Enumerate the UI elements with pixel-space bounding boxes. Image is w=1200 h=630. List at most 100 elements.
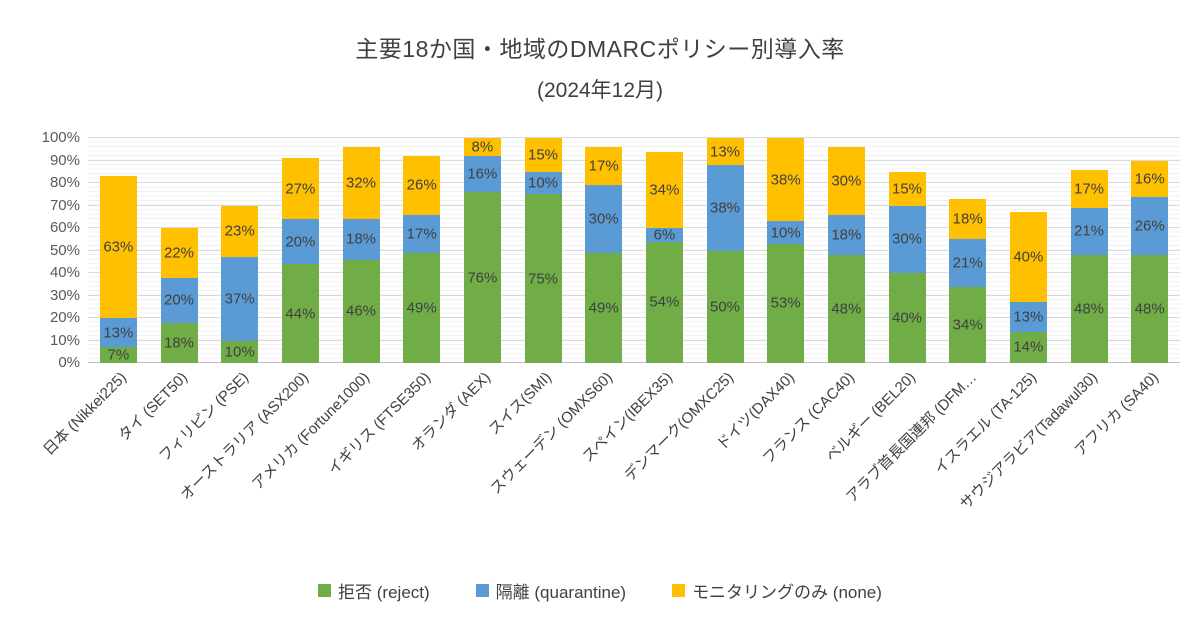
bar-segment-quarantine — [1009, 302, 1047, 332]
gridline-20 — [88, 317, 1180, 318]
bar-segment-reject — [99, 347, 137, 363]
bar-segment-none — [767, 138, 805, 222]
bar-value-label-none: 38% — [770, 171, 801, 189]
bar-value-label-quarantine: 6% — [653, 226, 676, 244]
gridline-30 — [88, 294, 1180, 296]
bar-value-label-none: 22% — [163, 244, 195, 262]
bar-segment-reject — [1070, 255, 1108, 363]
bar-segment-reject — [767, 243, 805, 363]
gridline-80 — [88, 182, 1180, 183]
bar-value-label-quarantine: 21% — [1073, 222, 1105, 240]
bar-segment-none — [888, 171, 926, 206]
bar-value-label-quarantine: 37% — [224, 290, 255, 308]
bar-segment-quarantine — [403, 214, 441, 253]
bar-segment-quarantine — [827, 214, 865, 255]
bar-value-label-reject: 40% — [891, 309, 923, 327]
bar-segment-none — [463, 138, 501, 156]
bar-value-label-quarantine: 10% — [770, 224, 801, 241]
bar-value-label-none: 26% — [406, 176, 437, 194]
y-tick-label: 50% — [49, 241, 80, 259]
legend-label-none: モニタリングのみ (none) — [692, 583, 882, 602]
bar-segment-none — [342, 147, 380, 219]
bar-value-label-reject: 46% — [345, 302, 377, 320]
bar-value-label-reject: 53% — [770, 294, 801, 312]
gridline-10 — [88, 339, 1180, 341]
bar-segment-reject — [949, 286, 987, 363]
y-tick-label: 20% — [49, 309, 80, 326]
bar-segment-reject — [645, 241, 683, 363]
gridline-50 — [88, 249, 1180, 251]
legend-label-quarantine: 隔離 (quarantine) — [495, 583, 627, 602]
bar-value-label-quarantine: 17% — [406, 225, 437, 243]
bar-segment-quarantine — [281, 219, 319, 264]
bar-segment-none — [949, 198, 987, 240]
bar-value-label-quarantine: 30% — [588, 210, 619, 228]
bar-value-label-quarantine: 20% — [285, 233, 316, 250]
bar-segment-reject — [281, 264, 319, 363]
bar-segment-quarantine — [342, 219, 380, 260]
bar-value-label-quarantine: 13% — [103, 324, 134, 342]
bar-segment-quarantine — [645, 228, 683, 242]
bar-segment-quarantine — [1070, 207, 1108, 255]
bar-segment-reject — [827, 255, 865, 363]
bar-value-label-none: 15% — [527, 146, 559, 164]
bar-value-label-quarantine: 21% — [952, 254, 983, 272]
bar-segment-quarantine — [99, 318, 137, 348]
y-tick-label: 10% — [49, 331, 80, 349]
bar-segment-none — [160, 228, 198, 278]
bar-value-label-reject: 48% — [1134, 300, 1165, 318]
legend-item-none: モニタリングのみ (none) — [672, 578, 882, 603]
bar-segment-none — [99, 176, 137, 318]
bar-value-label-none: 27% — [285, 180, 316, 198]
bar-value-label-none: 32% — [345, 174, 377, 192]
bar-value-label-none: 23% — [224, 222, 255, 240]
bar-segment-reject — [888, 273, 926, 363]
bar-segment-none — [706, 138, 744, 165]
y-tick-label: 80% — [49, 174, 80, 191]
bar-segment-none — [1009, 212, 1047, 303]
bar-segment-reject — [1131, 255, 1169, 363]
y-tick-label: 60% — [49, 219, 80, 236]
bar-segment-quarantine — [160, 277, 198, 323]
bar-value-label-none: 40% — [1013, 248, 1044, 266]
bar-segment-reject — [403, 252, 441, 363]
bar-value-label-quarantine: 38% — [709, 199, 741, 217]
bar-value-label-reject: 49% — [406, 299, 437, 317]
gridline-90 — [88, 159, 1180, 161]
bar-segment-reject — [524, 194, 562, 363]
bar-segment-quarantine — [888, 205, 926, 273]
bar-segment-quarantine — [585, 185, 623, 253]
bar-value-label-reject: 49% — [588, 299, 619, 317]
bar-segment-reject — [1009, 331, 1047, 363]
y-tick-label: 100% — [41, 129, 80, 146]
bar-value-label-reject: 10% — [224, 343, 255, 361]
bar-value-label-none: 30% — [831, 172, 862, 190]
bar-value-label-quarantine: 16% — [467, 165, 498, 183]
bar-value-label-quarantine: 26% — [1134, 217, 1165, 235]
gridline-60 — [88, 227, 1180, 228]
legend-item-quarantine: 隔離 (quarantine) — [475, 578, 627, 603]
x-axis: 日本 (Nikkei225) タイ (SET50) フィリピン (PSE) オーストラ… — [41, 369, 1180, 559]
bar-segment-quarantine — [1131, 196, 1169, 255]
bar-value-label-reject: 54% — [649, 293, 680, 311]
bar-value-label-none: 8% — [471, 138, 494, 156]
bar-value-label-reject: 14% — [1013, 338, 1044, 356]
bar-value-label-none: 17% — [1073, 180, 1105, 198]
bar-segment-quarantine — [221, 257, 259, 341]
gridline-0 — [88, 362, 1180, 363]
bar-value-label-quarantine: 18% — [345, 230, 377, 248]
bar-value-label-none: 17% — [588, 157, 619, 175]
bar-segment-none — [1070, 169, 1108, 208]
gridline-100 — [88, 137, 1180, 138]
bar-value-label-reject: 48% — [1073, 300, 1105, 318]
bar-segment-none — [1131, 160, 1169, 197]
bar-segment-quarantine — [524, 171, 562, 195]
bar-segment-quarantine — [949, 239, 987, 287]
bar-value-label-quarantine: 10% — [527, 174, 559, 192]
bar-segment-reject — [706, 250, 744, 363]
bar-value-label-quarantine: 20% — [163, 291, 195, 309]
legend-swatch-none — [672, 584, 686, 597]
bar-segment-none — [221, 205, 259, 258]
bar-segment-none — [827, 147, 865, 215]
plot-area: 7% 13% 63% 18% 20% 22% 10% 37% 23% 44% 20% 27% 46% 18… — [88, 137, 1180, 363]
